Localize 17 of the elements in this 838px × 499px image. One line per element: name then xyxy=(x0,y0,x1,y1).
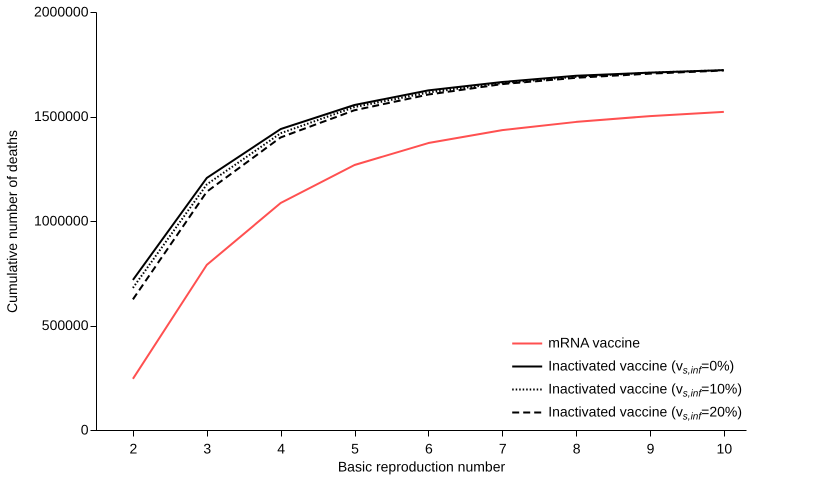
x-tick-label: 10 xyxy=(716,440,732,456)
x-tick-label: 4 xyxy=(277,440,286,456)
y-axis-title: Cumulative number of deaths xyxy=(4,130,20,313)
y-tick-label: 500000 xyxy=(42,317,89,333)
x-tick-label: 8 xyxy=(572,440,581,456)
x-axis-title: Basic reproduction number xyxy=(338,458,506,474)
y-tick-label: 2000000 xyxy=(34,4,89,20)
legend-label: mRNA vaccine xyxy=(548,334,640,350)
x-tick-label: 9 xyxy=(646,440,655,456)
x-tick-label: 3 xyxy=(203,440,212,456)
x-tick-label: 5 xyxy=(351,440,360,456)
y-tick-label: 0 xyxy=(80,422,89,438)
x-tick-label: 6 xyxy=(424,440,433,456)
x-tick-label: 7 xyxy=(498,440,507,456)
y-tick-label: 1500000 xyxy=(34,108,89,124)
x-tick-label: 2 xyxy=(130,440,138,456)
y-tick-label: 1000000 xyxy=(34,212,89,228)
